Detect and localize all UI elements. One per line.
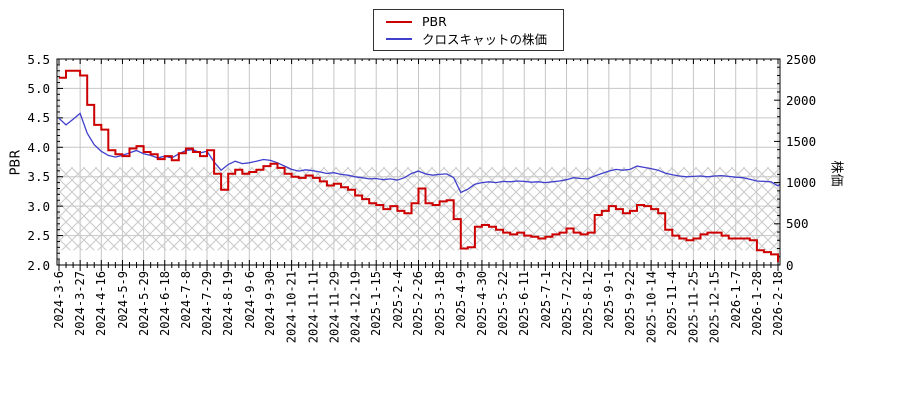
x-tick-label: 2025-12-15 xyxy=(707,271,722,344)
x-tick-label: 2024-5-29 xyxy=(136,271,151,337)
x-tick-label: 2026-1-28 xyxy=(749,271,764,337)
legend-label-price: クロスキャットの株価 xyxy=(422,32,548,47)
x-tick-label: 2025-4-9 xyxy=(453,271,468,329)
x-tick-label: 2025-5-22 xyxy=(496,271,511,337)
x-tick-label: 2025-9-22 xyxy=(622,271,637,337)
y-left-tick-label: 5.0 xyxy=(27,80,50,96)
y-right-tick-label: 1500 xyxy=(786,133,817,149)
x-tick-label: 2024-4-16 xyxy=(94,271,109,337)
x-tick-label: 2024-11-11 xyxy=(305,271,320,344)
x-tick-label: 2024-5-9 xyxy=(115,271,130,329)
plot-border xyxy=(56,58,781,266)
y-left-tick-label: 3.5 xyxy=(27,169,50,185)
y-right-tick-label: 2000 xyxy=(786,92,817,108)
x-tick-label: 2024-10-21 xyxy=(284,271,299,344)
y-left-tick-label: 4.5 xyxy=(27,110,50,126)
legend-row-price: クロスキャットの株価 xyxy=(386,30,563,47)
price-line-swatch xyxy=(386,37,412,40)
x-tick-label: 2024-11-29 xyxy=(326,271,341,344)
x-tick-label: 2025-3-18 xyxy=(432,271,447,337)
y-left-tick-label: 3.0 xyxy=(27,198,50,214)
x-tick-label: 2025-1-15 xyxy=(369,271,384,337)
x-tick-label: 2025-8-12 xyxy=(580,271,595,337)
y-right-tick-label: 2500 xyxy=(786,51,817,67)
y-right-tick-label: 500 xyxy=(786,216,809,232)
x-tick-label: 2025-2-4 xyxy=(390,271,405,329)
pbr-line-swatch xyxy=(386,20,412,23)
x-tick-label: 2026-1-7 xyxy=(728,271,743,329)
x-tick-label: 2025-2-26 xyxy=(411,271,426,337)
x-tick-label: 2024-3-27 xyxy=(73,271,88,337)
x-tick-label: 2025-11-4 xyxy=(665,271,680,337)
x-tick-label: 2024-7-29 xyxy=(200,271,215,337)
series-pbr xyxy=(59,69,779,263)
x-tick-label: 2025-10-14 xyxy=(644,271,659,344)
y-left-tick-label: 5.5 xyxy=(27,51,50,67)
x-tick-label: 2025-6-11 xyxy=(517,271,532,337)
y-left-tick-label: 2.0 xyxy=(27,257,50,273)
x-tick-label: 2024-9-30 xyxy=(263,271,278,337)
y-right-tick-label: 1000 xyxy=(786,175,817,191)
x-tick-label: 2024-8-19 xyxy=(221,271,236,337)
x-tick-label: 2025-7-1 xyxy=(538,271,553,329)
x-tick-label: 2025-4-30 xyxy=(474,271,489,337)
x-tick-label: 2024-12-19 xyxy=(348,271,363,344)
y-left-tick-label: 2.5 xyxy=(27,228,50,244)
x-tick-label: 2024-6-18 xyxy=(157,271,172,337)
x-tick-label: 2024-7-8 xyxy=(178,271,193,329)
x-tick-label: 2024-9-6 xyxy=(242,271,257,329)
x-tick-label: 2025-7-22 xyxy=(559,271,574,337)
y-right-tick-label: 0 xyxy=(786,257,794,273)
x-tick-label: 2025-11-25 xyxy=(686,271,701,344)
legend-label-pbr: PBR xyxy=(422,14,447,29)
x-tick-label: 2026-2-18 xyxy=(771,271,785,337)
x-tick-label: 2025-9-1 xyxy=(601,271,616,329)
hatch-band xyxy=(57,167,780,251)
y-left-tick-label: 4.0 xyxy=(27,139,50,155)
x-tick-label: 2024-3-6 xyxy=(52,271,66,329)
legend-row-pbr: PBR xyxy=(386,13,563,30)
chart-legend: PBR クロスキャットの株価 xyxy=(373,9,564,51)
